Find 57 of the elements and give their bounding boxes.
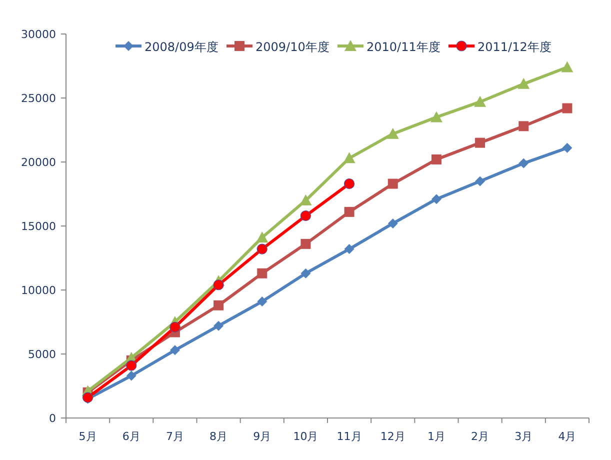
- legend-label: 2008/09年度: [144, 40, 218, 54]
- point: [170, 322, 180, 332]
- point: [518, 121, 529, 132]
- y-tick-label: 30000: [21, 28, 56, 41]
- point: [562, 142, 572, 153]
- y-tick-label: 20000: [21, 156, 56, 169]
- point: [344, 178, 355, 190]
- point: [386, 128, 399, 139]
- point: [388, 218, 398, 228]
- y-tick-label: 5000: [28, 348, 56, 361]
- point: [475, 176, 486, 186]
- x-tick-label: 4月: [558, 430, 576, 443]
- legend-label: 2011/12年度: [478, 40, 552, 54]
- point: [257, 268, 268, 278]
- point: [300, 238, 311, 249]
- point: [475, 138, 486, 148]
- point: [388, 178, 398, 189]
- x-tick-label: 8月: [210, 430, 228, 443]
- point: [430, 111, 442, 122]
- point: [344, 244, 354, 254]
- point: [344, 206, 354, 217]
- point: [257, 296, 268, 307]
- point: [126, 370, 136, 381]
- legend-label: 2010/11年度: [366, 40, 440, 54]
- y-tick-label: 25000: [21, 92, 56, 105]
- point: [518, 158, 529, 168]
- point: [300, 210, 312, 222]
- point: [431, 154, 442, 164]
- x-tick-label: 2月: [471, 430, 490, 443]
- point: [474, 96, 486, 107]
- point: [214, 300, 224, 310]
- y-tick-label: 10000: [21, 284, 56, 297]
- point: [214, 320, 224, 331]
- point: [562, 103, 572, 114]
- x-tick-label: 5月: [78, 430, 97, 443]
- y-tick-label: 15000: [21, 220, 56, 233]
- point: [431, 194, 442, 204]
- x-tick-label: 9月: [253, 430, 272, 443]
- x-tick-label: 10月: [293, 430, 318, 443]
- x-tick-label: 7月: [166, 430, 184, 443]
- x-tick-label: 3月: [514, 430, 533, 443]
- point: [256, 232, 268, 243]
- point: [300, 268, 311, 278]
- x-tick-label: 1月: [427, 430, 446, 443]
- y-tick-label: 0: [49, 412, 56, 425]
- point: [170, 345, 180, 356]
- point: [518, 78, 530, 89]
- point: [213, 280, 224, 290]
- legend-label: 2009/10年度: [256, 40, 330, 54]
- x-tick-label: 6月: [122, 430, 140, 443]
- x-tick-label: 12月: [380, 430, 406, 443]
- point: [126, 360, 137, 371]
- point: [343, 152, 356, 164]
- point: [300, 194, 312, 206]
- point: [561, 61, 574, 72]
- x-tick-label: 11月: [336, 430, 362, 443]
- point: [256, 244, 268, 254]
